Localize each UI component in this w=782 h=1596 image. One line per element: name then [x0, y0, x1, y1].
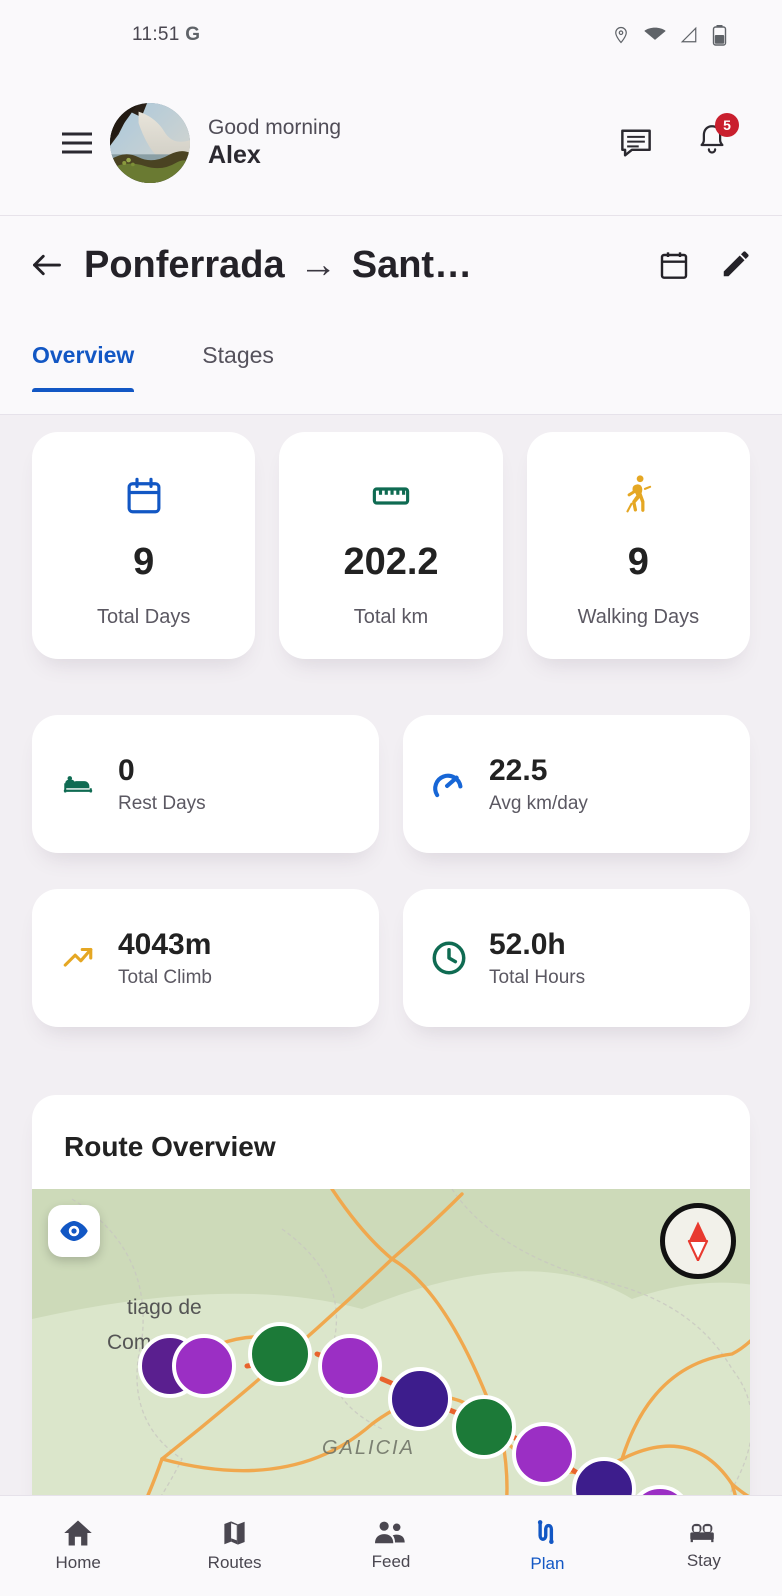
svg-text:GALICIA: GALICIA	[322, 1437, 415, 1459]
svg-text:tiago de: tiago de	[127, 1296, 202, 1319]
